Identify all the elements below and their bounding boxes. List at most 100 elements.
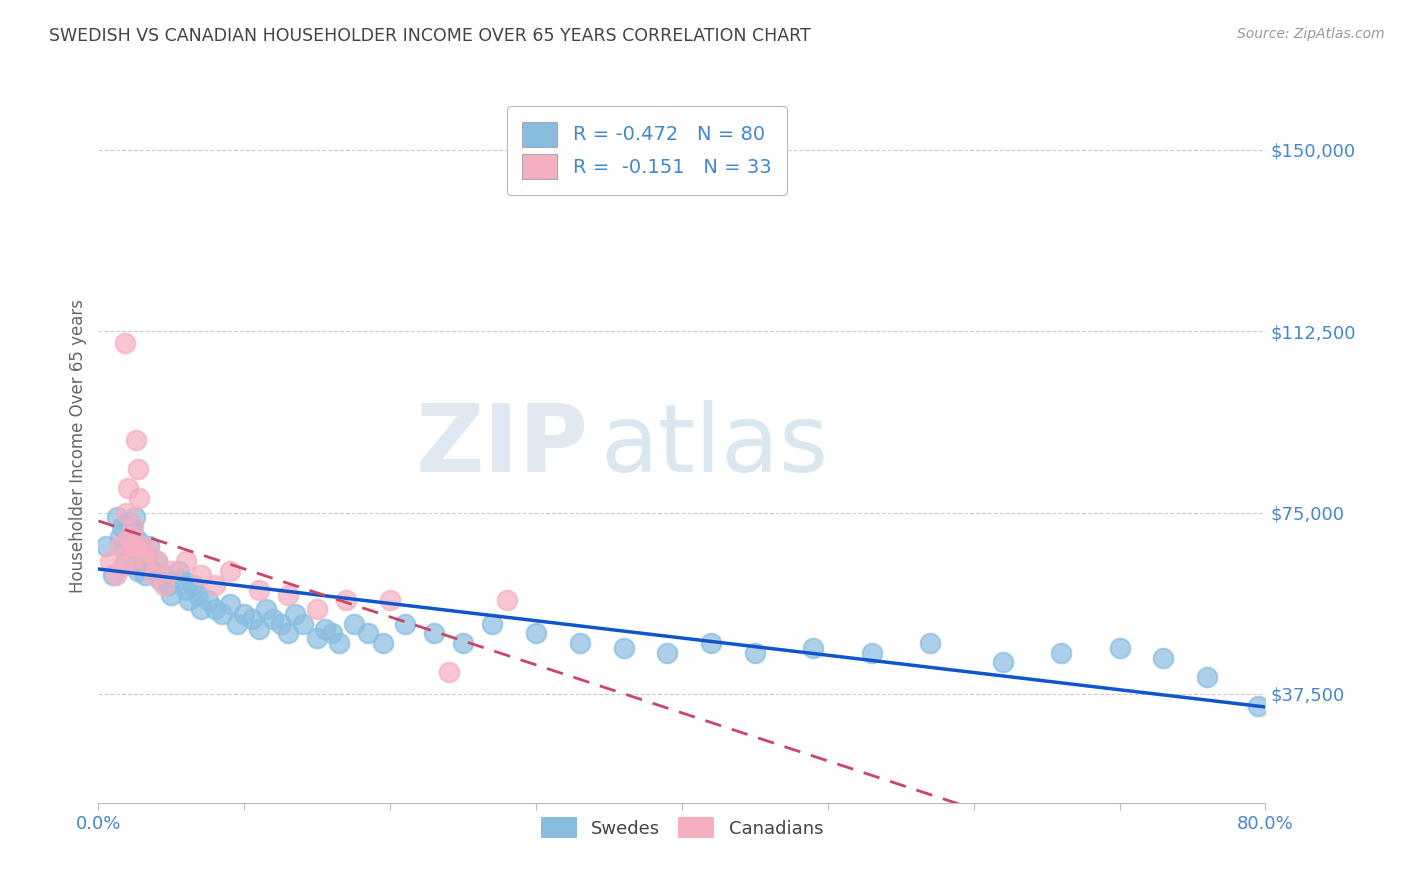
Point <box>98 554 121 568</box>
Point <box>149 574 172 588</box>
Point <box>247 582 270 597</box>
Point <box>277 588 299 602</box>
Point <box>105 510 128 524</box>
Point <box>918 636 941 650</box>
Point <box>134 568 156 582</box>
Point <box>307 632 329 646</box>
Point <box>744 646 766 660</box>
Point <box>129 554 152 568</box>
Point <box>146 554 169 568</box>
Point <box>262 612 284 626</box>
Point <box>125 540 148 554</box>
Point <box>291 616 314 631</box>
Point <box>380 592 402 607</box>
Point <box>110 540 132 554</box>
Point <box>115 506 138 520</box>
Point <box>307 602 329 616</box>
Point <box>612 640 634 655</box>
Point <box>328 636 350 650</box>
Point <box>218 564 240 578</box>
Point <box>127 564 149 578</box>
Point <box>125 549 148 563</box>
Point <box>134 554 156 568</box>
Point <box>125 433 148 447</box>
Point <box>801 640 824 655</box>
Point <box>481 616 503 631</box>
Point <box>138 544 160 558</box>
Point <box>153 578 176 592</box>
Point <box>335 592 357 607</box>
Point <box>233 607 256 621</box>
Point <box>524 626 547 640</box>
Point <box>496 592 519 607</box>
Point <box>284 607 307 621</box>
Text: Source: ZipAtlas.com: Source: ZipAtlas.com <box>1237 27 1385 41</box>
Point <box>160 588 183 602</box>
Y-axis label: Householder Income Over 65 years: Householder Income Over 65 years <box>69 299 87 593</box>
Point <box>128 534 150 549</box>
Point <box>451 636 474 650</box>
Point <box>122 554 145 568</box>
Point <box>240 612 263 626</box>
Point <box>138 540 160 554</box>
Text: ZIP: ZIP <box>416 400 589 492</box>
Point <box>120 540 142 554</box>
Point <box>101 568 124 582</box>
Point <box>128 491 150 505</box>
Point <box>131 540 153 554</box>
Point <box>122 540 145 554</box>
Point <box>167 564 190 578</box>
Point <box>120 524 142 539</box>
Point <box>124 510 146 524</box>
Point <box>1108 640 1130 655</box>
Point <box>124 530 146 544</box>
Point <box>860 646 883 660</box>
Point <box>277 626 299 640</box>
Point <box>1195 670 1218 684</box>
Point <box>127 462 149 476</box>
Point <box>121 554 143 568</box>
Point <box>114 336 136 351</box>
Point <box>1050 646 1073 660</box>
Point <box>118 530 141 544</box>
Point <box>343 616 366 631</box>
Point <box>114 540 136 554</box>
Point <box>110 530 132 544</box>
Point <box>146 554 169 568</box>
Point <box>181 578 204 592</box>
Point <box>270 616 292 631</box>
Point <box>187 588 209 602</box>
Point <box>121 520 143 534</box>
Point <box>135 549 157 563</box>
Point <box>321 626 343 640</box>
Point <box>94 540 117 554</box>
Text: atlas: atlas <box>600 400 828 492</box>
Point <box>371 636 394 650</box>
Point <box>177 592 200 607</box>
Point <box>122 520 145 534</box>
Point <box>568 636 591 650</box>
Point <box>132 558 155 573</box>
Point <box>111 520 134 534</box>
Point <box>314 622 336 636</box>
Point <box>141 564 163 578</box>
Point <box>121 544 143 558</box>
Point <box>153 568 176 582</box>
Point <box>172 574 194 588</box>
Point <box>124 540 146 554</box>
Point <box>174 582 197 597</box>
Point <box>437 665 460 680</box>
Point <box>160 564 183 578</box>
Point <box>104 568 127 582</box>
Point <box>423 626 446 640</box>
Point <box>142 568 165 582</box>
Point <box>112 558 135 573</box>
Point <box>247 622 270 636</box>
Point <box>174 554 197 568</box>
Point <box>115 554 138 568</box>
Point <box>700 636 723 650</box>
Point <box>991 656 1014 670</box>
Point <box>657 646 679 660</box>
Point <box>394 616 416 631</box>
Point <box>1247 699 1270 714</box>
